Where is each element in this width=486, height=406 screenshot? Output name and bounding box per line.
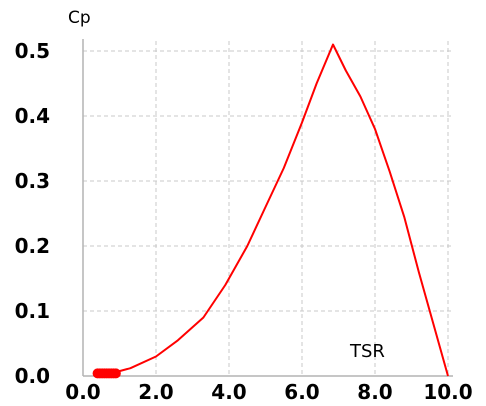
x-tick-label: 2.0 <box>138 380 173 404</box>
y-tick-label: 0.2 <box>15 234 50 258</box>
series-line <box>101 43 449 377</box>
x-axis-title: TSR <box>349 341 385 362</box>
series-layer <box>92 43 449 379</box>
x-tick-label: 0.0 <box>65 380 100 404</box>
x-tick-label: 8.0 <box>357 380 392 404</box>
y-tick-label: 0.0 <box>15 364 50 388</box>
y-tick-label: 0.4 <box>15 104 50 128</box>
x-tick-label: 6.0 <box>284 380 319 404</box>
y-tick-label: 0.1 <box>15 299 50 323</box>
y-tick-label: 0.3 <box>15 169 50 193</box>
grid-layer <box>83 41 453 376</box>
x-tick-label: 4.0 <box>211 380 246 404</box>
tick-layer: 0.0 2.0 4.0 6.0 8.0 10.0 0.0 0.1 0.2 0.3 0.4 0.5 <box>15 39 473 404</box>
axis-layer <box>82 39 453 377</box>
x-tick-label: 10.0 <box>423 380 472 404</box>
y-tick-label: 0.5 <box>15 39 50 63</box>
y-axis-title: Cp <box>68 8 91 28</box>
data-point-marker <box>110 368 121 379</box>
